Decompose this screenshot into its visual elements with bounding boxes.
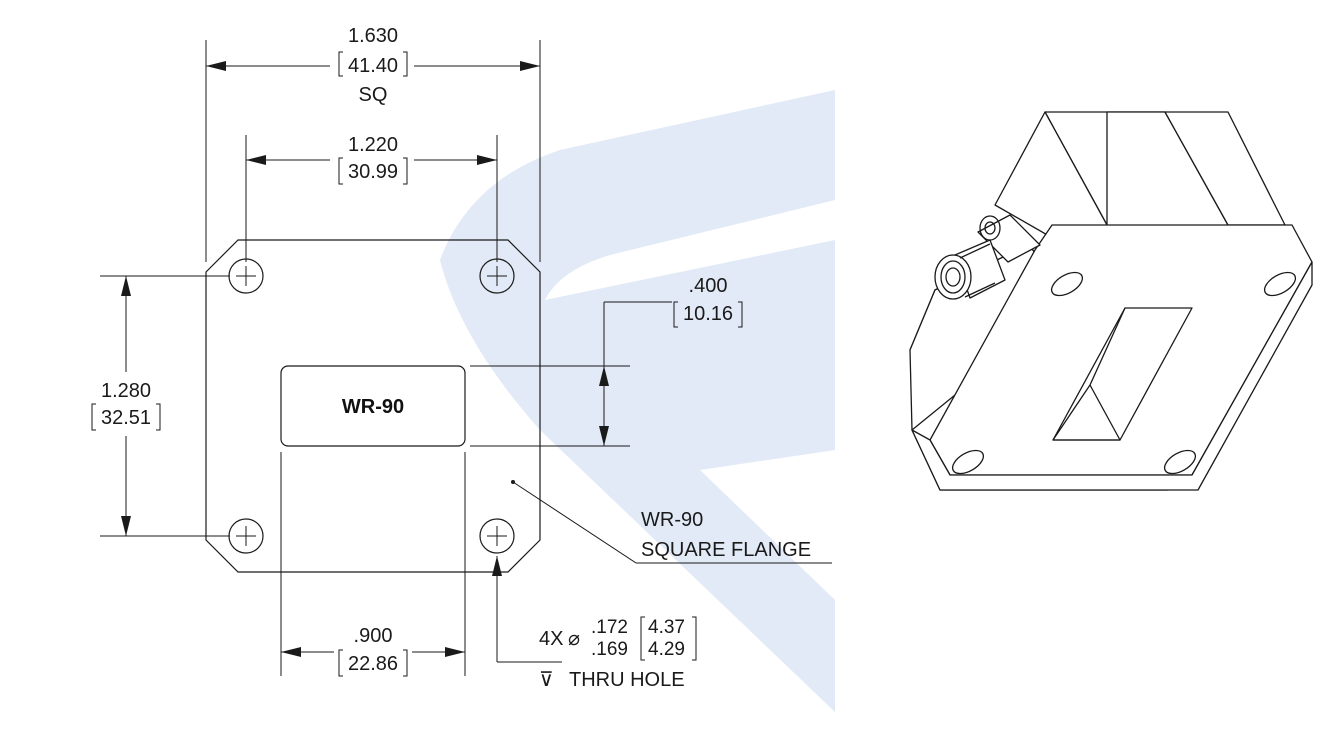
dim-overall-width-note: SQ bbox=[359, 84, 388, 106]
flange-outline bbox=[205, 239, 541, 573]
hole-depth-text: THRU HOLE bbox=[569, 669, 685, 691]
dim-hole-spacing-v-mm: 32.51 bbox=[101, 407, 151, 429]
dim-overall-width-inch: 1.630 bbox=[348, 25, 398, 47]
hole-dia-max-mm: 4.37 bbox=[648, 617, 685, 638]
mounting-hole-top-left bbox=[228, 258, 264, 294]
sma-connector-icon bbox=[934, 214, 1041, 300]
dimension-aperture-height: .400 10.16 bbox=[470, 275, 743, 447]
hole-dia-min-inch: .169 bbox=[591, 639, 628, 660]
waveguide-aperture bbox=[280, 365, 466, 447]
mounting-hole-bottom-left bbox=[228, 518, 264, 554]
diameter-symbol-icon: ⌀ bbox=[568, 628, 580, 650]
hole-dia-max-inch: .172 bbox=[591, 617, 628, 638]
dim-aperture-height-mm: 10.16 bbox=[683, 303, 733, 325]
hole-callout: 4X ⌀ .172 .169 4.37 4.29 ⊽ THRU HOLE bbox=[492, 556, 697, 691]
dimension-hole-spacing-vertical: 1.280 32.51 bbox=[91, 275, 230, 537]
flange-callout-line1: WR-90 bbox=[641, 509, 703, 531]
dim-hole-spacing-h-inch: 1.220 bbox=[348, 134, 398, 156]
dim-aperture-width-inch: .900 bbox=[354, 625, 393, 647]
aperture-label: WR-90 bbox=[342, 396, 404, 418]
hole-qty: 4X bbox=[539, 628, 563, 650]
dim-hole-spacing-h-mm: 30.99 bbox=[348, 161, 398, 183]
dim-hole-spacing-v-inch: 1.280 bbox=[101, 380, 151, 402]
flange-callout-line2: SQUARE FLANGE bbox=[641, 539, 811, 561]
dim-aperture-height-inch: .400 bbox=[689, 275, 728, 297]
watermark-logo-icon bbox=[440, 90, 835, 712]
dimension-overall-width: 1.630 41.40 SQ bbox=[205, 25, 541, 262]
isometric-adapter-view-icon bbox=[909, 111, 1313, 491]
dim-aperture-width-mm: 22.86 bbox=[348, 653, 398, 675]
dimension-aperture-width: .900 22.86 bbox=[280, 452, 466, 677]
depth-symbol-icon: ⊽ bbox=[539, 669, 554, 691]
mounting-hole-bottom-right bbox=[479, 518, 515, 554]
flange-callout: WR-90 SQUARE FLANGE bbox=[512, 481, 832, 564]
hole-dia-min-mm: 4.29 bbox=[648, 639, 685, 660]
dimension-hole-spacing-horizontal: 1.220 30.99 bbox=[245, 134, 498, 262]
dim-overall-width-mm: 41.40 bbox=[348, 55, 398, 77]
